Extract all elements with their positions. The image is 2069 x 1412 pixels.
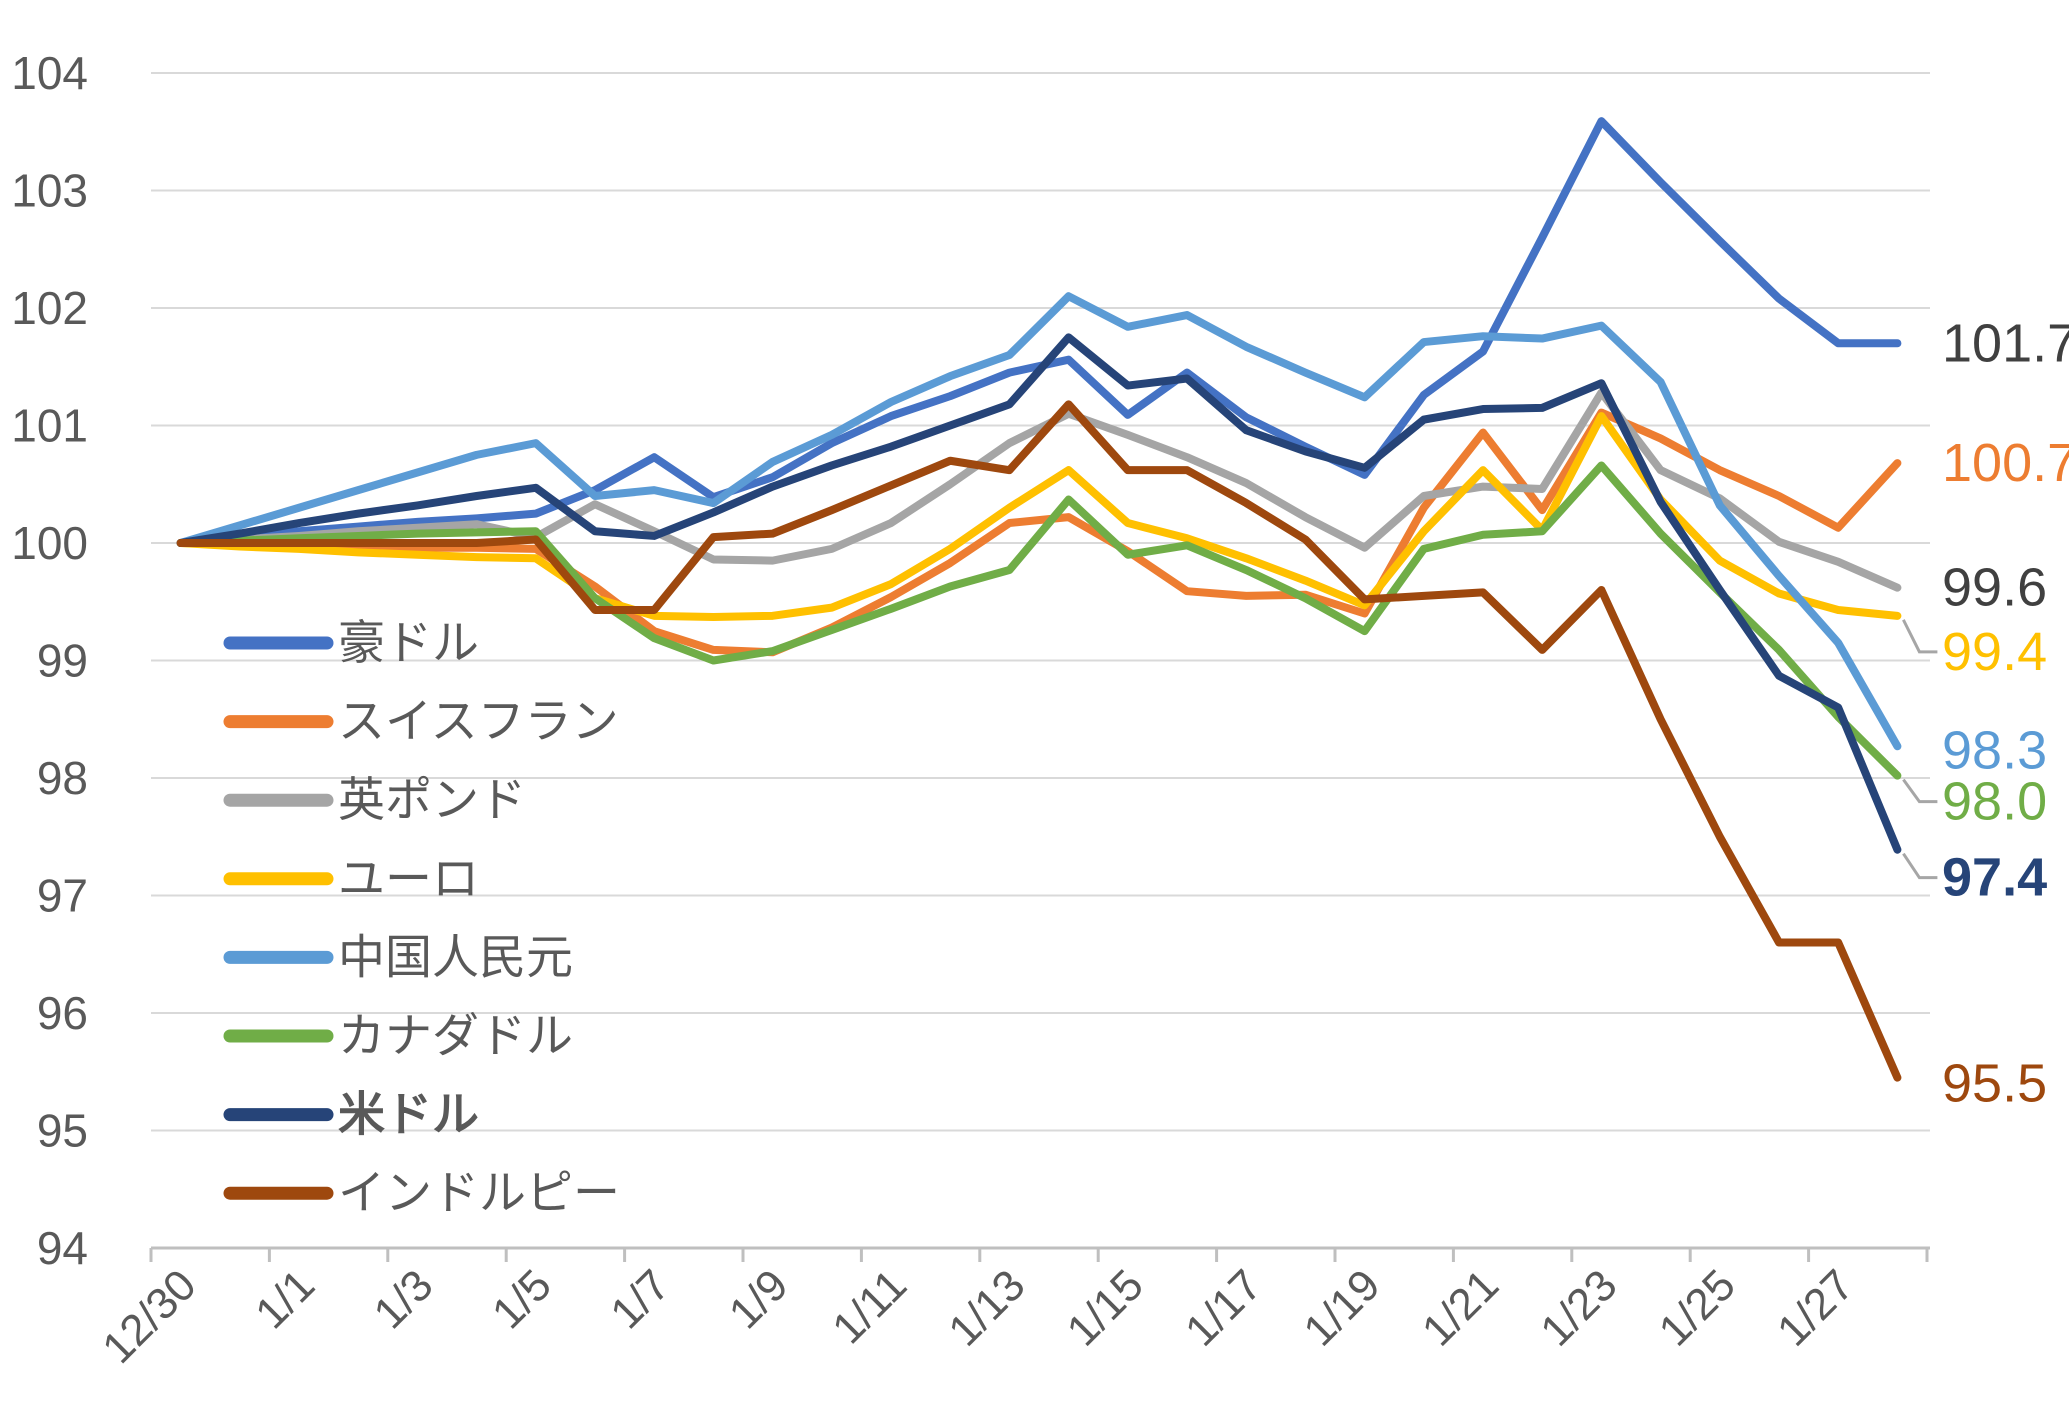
value-label-eur: 99.4 — [1942, 622, 2047, 682]
series-line-cad — [176, 461, 1902, 780]
x-tick-label-1-5: 1/5 — [483, 1260, 561, 1338]
y-axis-labels: 94 95 96 97 98 99 100 101 102 103 104 — [11, 47, 88, 1274]
series-line-inr — [176, 400, 1902, 1082]
legend-label-inr: インドルピー — [338, 1166, 620, 1219]
legend-label-gbp: 英ポンド — [338, 773, 526, 826]
x-tick-label-1-11: 1/11 — [823, 1260, 916, 1353]
value-label-inr: 95.5 — [1942, 1054, 2047, 1114]
series-line-chf — [176, 408, 1902, 657]
y-tick-label-104: 104 — [11, 47, 88, 99]
x-tick-label-1-15: 1/15 — [1058, 1260, 1153, 1355]
series-line-eur — [176, 412, 1902, 622]
x-tick-label-12-30: 12/30 — [93, 1260, 206, 1373]
series-line-aud — [176, 117, 1902, 547]
y-tick-label-94: 94 — [37, 1222, 88, 1274]
x-axis-labels: 12/30 1/1 1/3 1/5 1/7 1/9 1/11 1/13 1/15 1/17 1/19… — [93, 1260, 1863, 1373]
x-tick-label-1-9: 1/9 — [720, 1260, 798, 1338]
value-label-chf: 100.7 — [1942, 433, 2069, 493]
legend-label-eur: ユーロ — [338, 852, 479, 905]
series-line-usd — [176, 333, 1902, 854]
legend-label-cad: カナダドル — [338, 1009, 573, 1062]
x-tick-label-1-3: 1/3 — [365, 1260, 443, 1338]
x-tick-label-1-13: 1/13 — [939, 1260, 1034, 1355]
value-label-cny: 98.3 — [1942, 720, 2047, 780]
x-tick-label-1-7: 1/7 — [601, 1260, 679, 1338]
series-line-cny — [176, 292, 1902, 751]
x-tick-label-1-19: 1/19 — [1294, 1260, 1389, 1355]
y-tick-label-103: 103 — [11, 165, 88, 217]
y-tick-label-97: 97 — [37, 870, 88, 922]
legend-label-chf: スイスフラン — [338, 695, 619, 748]
x-tick-label-1-1: 1/1 — [246, 1260, 324, 1338]
y-tick-label-99: 99 — [37, 635, 88, 687]
value-label-usd: 97.4 — [1942, 848, 2047, 908]
x-tick-label-1-21: 1/21 — [1413, 1260, 1508, 1355]
value-label-aud: 101.7 — [1942, 313, 2069, 373]
x-tick-label-1-17: 1/17 — [1176, 1260, 1271, 1355]
value-label-gbp: 99.6 — [1942, 558, 2047, 618]
x-tick-label-1-25: 1/25 — [1650, 1260, 1745, 1355]
y-tick-label-95: 95 — [37, 1105, 88, 1157]
y-tick-label-100: 100 — [11, 517, 88, 569]
y-tick-label-102: 102 — [11, 282, 88, 334]
y-tick-label-96: 96 — [37, 987, 88, 1039]
leader-line-eur — [1902, 619, 1938, 654]
legend-label-cny: 中国人民元 — [338, 930, 573, 983]
legend-label-usd: 米ドル — [338, 1088, 479, 1141]
axes — [149, 1248, 1929, 1262]
label-leader-lines — [1902, 619, 1938, 880]
x-tick-label-1-27: 1/27 — [1768, 1260, 1863, 1355]
series-lines — [176, 117, 1902, 1082]
value-label-cad: 98.0 — [1942, 772, 2047, 832]
leader-line-cad — [1902, 778, 1938, 804]
leader-line-usd — [1902, 852, 1938, 880]
y-tick-label-98: 98 — [37, 752, 88, 804]
y-tick-label-101: 101 — [11, 400, 88, 452]
x-tick-label-1-23: 1/23 — [1531, 1260, 1626, 1355]
series-value-labels: 101.7 100.7 99.699.4 98.398.0 97.4 95.5 — [1942, 313, 2069, 1113]
legend-label-aud: 豪ドル — [338, 616, 479, 669]
